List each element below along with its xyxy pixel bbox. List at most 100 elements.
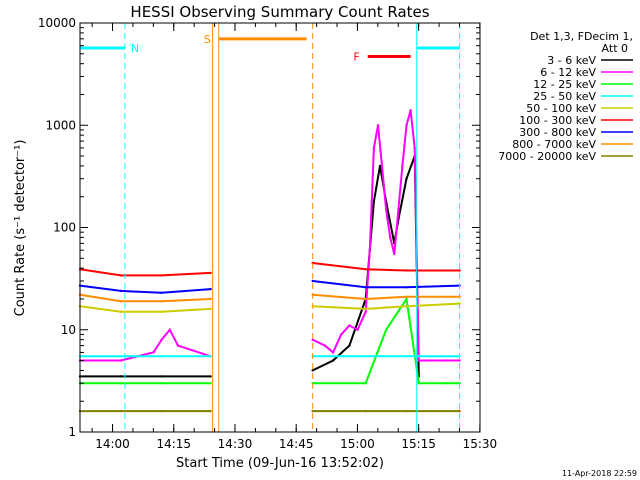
data-point-s0-p8 <box>372 200 376 203</box>
data-point-s0-p13 <box>405 177 408 180</box>
data-point-s2-p9 <box>446 382 449 385</box>
data-point-s0-p9 <box>378 164 382 168</box>
data-point-s6-p2 <box>160 291 163 294</box>
data-point-s4-p1 <box>119 310 123 313</box>
series-line-4-segment-1 <box>312 302 460 310</box>
plot-frame <box>79 22 481 433</box>
y-tick-label-3: 1000 <box>45 118 76 132</box>
y-tick-label-2: 100 <box>53 221 76 235</box>
x-tick-label-3: 14:45 <box>279 437 314 451</box>
y-tick-label-0: 1 <box>68 425 76 439</box>
data-point-s6-p4 <box>311 279 314 283</box>
data-point-s7-p5 <box>364 297 367 301</box>
data-point-s7-p6 <box>405 295 408 298</box>
data-point-s5-p7 <box>458 269 461 272</box>
series-line-2-segment-1 <box>312 296 460 385</box>
markers-layer: N S F <box>79 23 461 432</box>
data-point-s6-p1 <box>119 289 123 293</box>
data-point-s1-p10 <box>340 333 343 336</box>
axes-layer: 14:00 14:15 14:30 14:45 15:00 15:15 15:30 1 10 10… <box>38 16 497 451</box>
data-point-s8-p5 <box>364 409 367 413</box>
data-point-s1-p17 <box>380 164 384 168</box>
data-point-s0-p3 <box>209 375 212 378</box>
series-line-7-segment-0 <box>79 293 211 303</box>
data-point-s1-p15 <box>372 146 376 150</box>
flag-label-s-2: S <box>204 33 211 46</box>
data-point-s8-p1 <box>119 409 123 413</box>
x-axis-label: Start Time (09-Jun-16 13:52:02) <box>176 456 384 471</box>
flag-label-f-3: F <box>353 51 359 64</box>
data-point-s3-p1 <box>119 355 123 358</box>
data-point-s1-p9 <box>331 351 335 354</box>
data-point-s3-p3 <box>209 355 212 358</box>
data-point-s1-p16 <box>376 124 380 127</box>
data-point-s1-p21 <box>397 208 400 211</box>
data-point-s1-p24 <box>409 109 412 112</box>
legend-label-8: 7000 - 20000 keV <box>498 150 596 163</box>
data-point-s7-p2 <box>160 300 163 303</box>
data-point-s6-p6 <box>405 286 408 289</box>
x-tick-label-6: 15:30 <box>463 437 498 451</box>
data-point-s4-p3 <box>209 307 212 311</box>
data-point-s1-p20 <box>393 252 396 256</box>
data-point-s1-p25 <box>413 146 416 150</box>
data-point-s4-p5 <box>364 307 367 311</box>
x-tick-label-5: 15:15 <box>401 437 436 451</box>
legend-label-3: 25 - 50 keV <box>533 90 596 103</box>
data-point-s2-p8 <box>417 382 420 385</box>
data-point-s8-p3 <box>209 409 212 413</box>
data-point-s1-p2 <box>152 351 155 354</box>
data-point-s1-p7 <box>311 338 314 341</box>
data-point-s5-p6 <box>405 269 408 272</box>
data-point-s5-p5 <box>364 268 367 271</box>
data-point-s3-p5 <box>364 355 367 358</box>
legend-title: Det 1,3, FDecim 1, <box>530 30 633 43</box>
chart-title: HESSI Observing Summary Count Rates <box>130 3 429 21</box>
data-point-s6-p3 <box>209 287 212 291</box>
series-line-6-segment-1 <box>312 280 460 289</box>
data-point-s5-p1 <box>119 274 123 277</box>
data-point-s2-p5 <box>364 382 367 385</box>
series-line-7-segment-1 <box>312 293 460 301</box>
legend-label-2: 12 - 25 keV <box>533 78 596 91</box>
data-point-s1-p11 <box>348 324 351 327</box>
data-point-s8-p4 <box>311 409 314 413</box>
x-tick-label-4: 15:00 <box>340 437 375 451</box>
data-point-s2-p1 <box>119 382 123 385</box>
data-point-s1-p14 <box>368 249 371 252</box>
data-point-s0-p4 <box>311 369 314 372</box>
data-point-s1-p8 <box>323 344 327 347</box>
series-line-6-segment-0 <box>79 284 211 294</box>
footer-timestamp: 11-Apr-2018 22:59 <box>562 469 637 478</box>
data-point-s2-p2 <box>160 382 163 385</box>
y-tick-label-1: 10 <box>61 323 76 337</box>
data-point-s1-p19 <box>389 236 392 239</box>
y-axis-label: Count Rate (s⁻¹ detector⁻¹) <box>13 140 28 317</box>
series-layer <box>78 109 461 413</box>
data-point-s5-p3 <box>209 271 212 275</box>
data-point-s0-p2 <box>160 375 163 378</box>
data-point-s0-p1 <box>119 375 123 378</box>
data-point-s1-p28 <box>446 359 449 362</box>
data-point-s3-p2 <box>160 355 163 358</box>
legend-label-6: 300 - 800 keV <box>519 126 596 139</box>
data-point-s4-p2 <box>160 310 163 313</box>
data-point-s5-p2 <box>160 274 163 277</box>
data-point-s6-p5 <box>364 286 367 289</box>
series-line-4-segment-0 <box>79 305 211 313</box>
data-point-s7-p3 <box>209 297 212 301</box>
data-point-s2-p6 <box>384 328 388 331</box>
data-point-s1-p4 <box>168 328 171 331</box>
legend-label-0: 3 - 6 keV <box>547 54 596 67</box>
data-point-s1-p13 <box>364 310 367 313</box>
data-point-s8-p7 <box>458 409 461 413</box>
y-tick-label-4: 10000 <box>38 16 76 30</box>
x-tick-label-1: 14:15 <box>156 437 191 451</box>
legend-label-1: 6 - 12 keV <box>540 66 596 79</box>
data-point-s2-p7 <box>405 297 408 301</box>
legend-subtitle: Att 0 <box>602 42 628 55</box>
data-point-s0-p6 <box>348 344 351 347</box>
series-line-0-segment-1 <box>312 155 420 377</box>
